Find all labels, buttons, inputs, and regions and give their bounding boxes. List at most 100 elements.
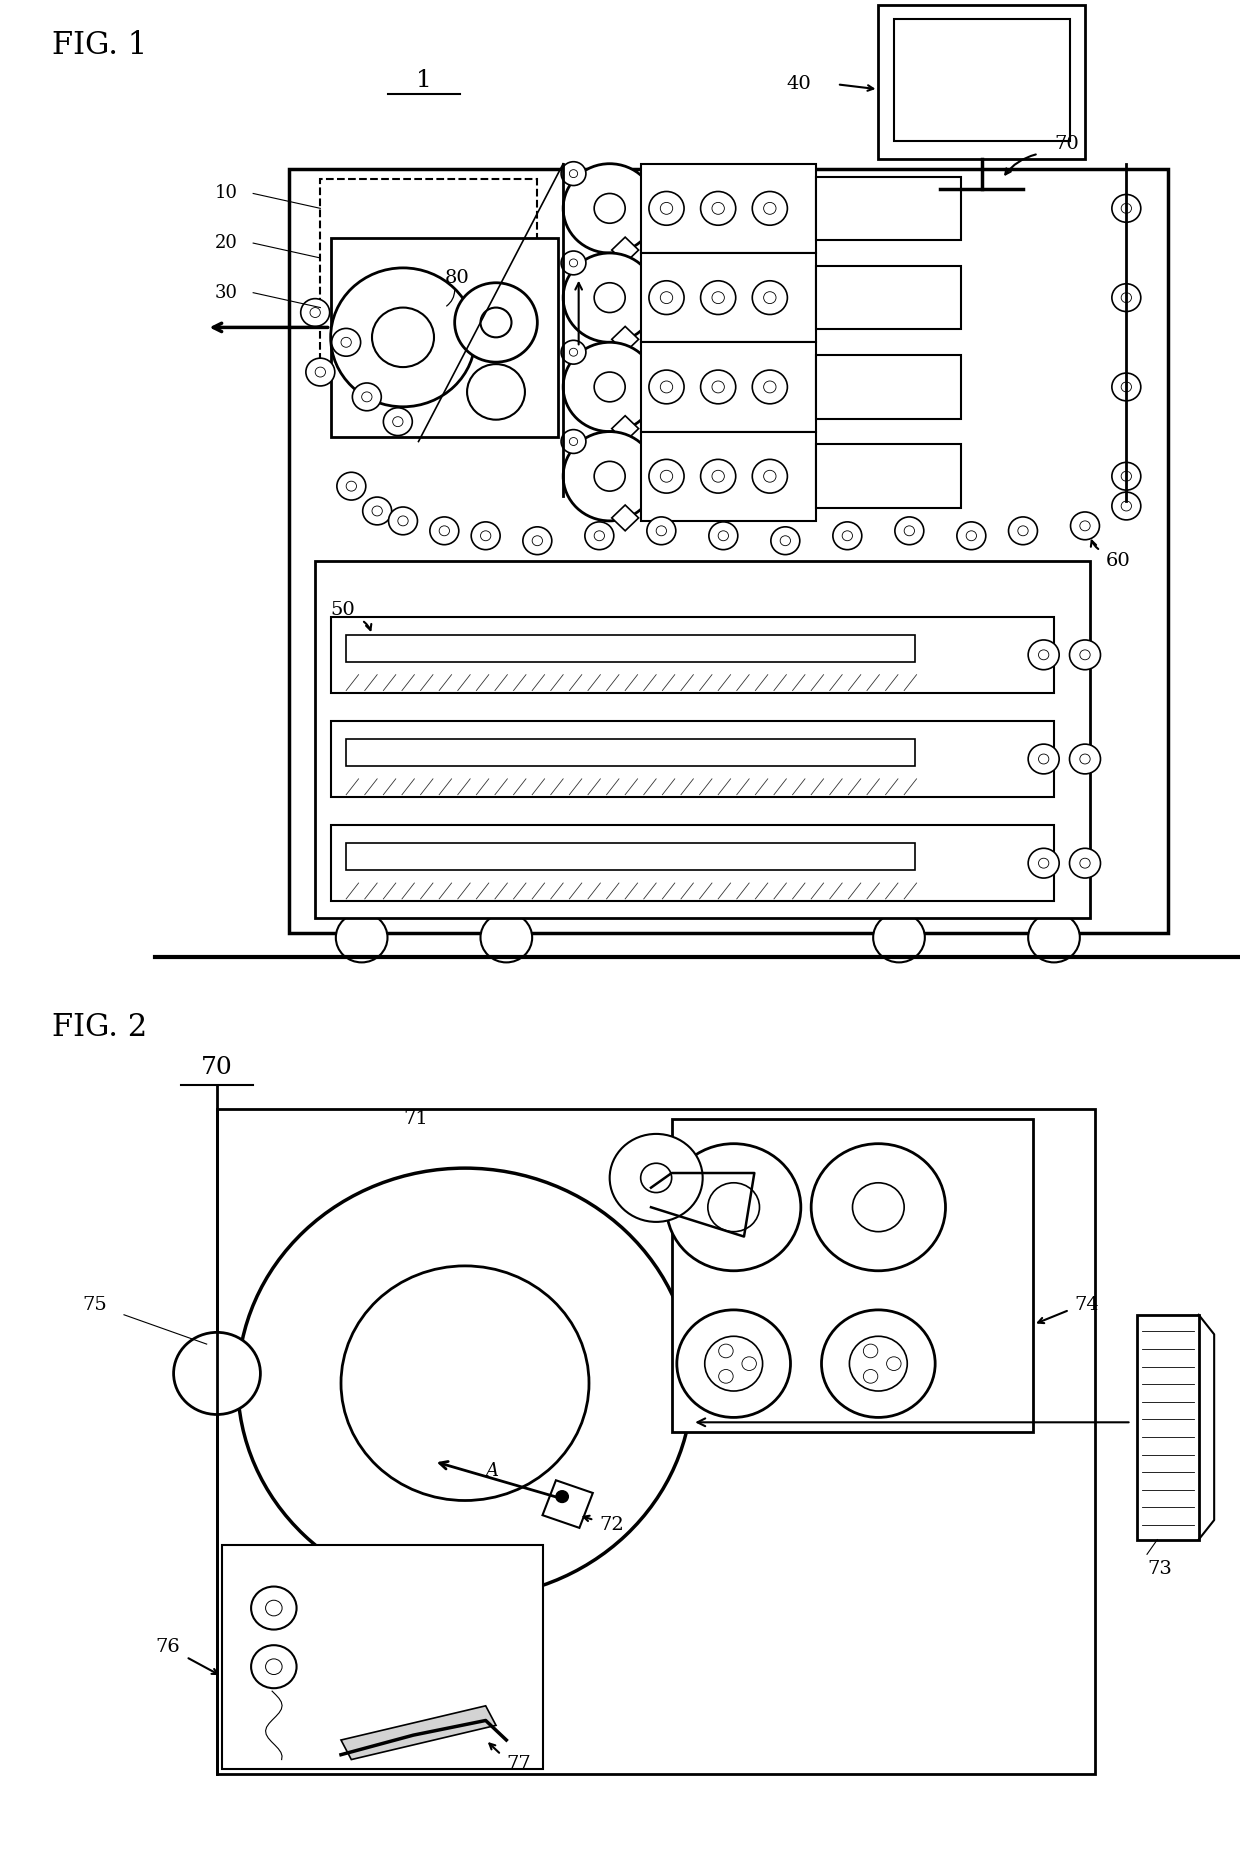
Circle shape bbox=[719, 1344, 733, 1357]
Circle shape bbox=[481, 307, 512, 337]
Text: 1: 1 bbox=[415, 69, 432, 92]
Circle shape bbox=[1121, 472, 1131, 481]
Bar bbox=[222, 1544, 543, 1769]
Text: 20: 20 bbox=[215, 234, 238, 253]
Circle shape bbox=[594, 461, 625, 490]
Bar bbox=[878, 6, 1085, 159]
Circle shape bbox=[332, 328, 361, 356]
Text: 72: 72 bbox=[599, 1516, 624, 1533]
Polygon shape bbox=[611, 505, 639, 532]
Bar bbox=[894, 19, 1069, 140]
Circle shape bbox=[1112, 492, 1141, 520]
Text: 77: 77 bbox=[506, 1756, 531, 1773]
Text: 30: 30 bbox=[215, 285, 238, 301]
Circle shape bbox=[811, 1144, 945, 1271]
Circle shape bbox=[1121, 204, 1131, 213]
Circle shape bbox=[667, 1144, 801, 1271]
Bar bbox=[331, 238, 558, 436]
Circle shape bbox=[647, 517, 676, 545]
Circle shape bbox=[560, 251, 585, 275]
Circle shape bbox=[1008, 517, 1038, 545]
Circle shape bbox=[656, 526, 667, 535]
Circle shape bbox=[265, 1601, 281, 1616]
Bar bbox=[346, 842, 915, 870]
Circle shape bbox=[563, 163, 656, 253]
Circle shape bbox=[560, 429, 585, 453]
Circle shape bbox=[337, 472, 366, 500]
Circle shape bbox=[560, 341, 585, 365]
Circle shape bbox=[753, 191, 787, 225]
Circle shape bbox=[560, 161, 585, 185]
Circle shape bbox=[481, 532, 491, 541]
Circle shape bbox=[569, 170, 578, 178]
Circle shape bbox=[842, 532, 853, 541]
Circle shape bbox=[569, 258, 578, 268]
Circle shape bbox=[372, 505, 382, 517]
Circle shape bbox=[771, 526, 800, 554]
Circle shape bbox=[709, 522, 738, 550]
Circle shape bbox=[764, 382, 776, 393]
Bar bbox=[331, 618, 1054, 693]
Bar bbox=[331, 721, 1054, 797]
Bar bbox=[1137, 1314, 1199, 1539]
Circle shape bbox=[300, 300, 330, 326]
Bar bbox=[320, 178, 537, 376]
Circle shape bbox=[1069, 848, 1101, 878]
Circle shape bbox=[712, 470, 724, 483]
Circle shape bbox=[873, 914, 925, 962]
Bar bbox=[217, 1110, 1095, 1775]
Circle shape bbox=[887, 1357, 901, 1370]
Circle shape bbox=[1121, 502, 1131, 511]
Circle shape bbox=[780, 535, 791, 547]
Circle shape bbox=[701, 281, 735, 314]
Circle shape bbox=[238, 1168, 692, 1599]
Circle shape bbox=[393, 417, 403, 427]
Circle shape bbox=[1038, 754, 1049, 764]
Circle shape bbox=[863, 1344, 878, 1357]
Circle shape bbox=[336, 914, 387, 962]
Circle shape bbox=[563, 253, 656, 343]
Circle shape bbox=[439, 526, 449, 535]
Text: 75: 75 bbox=[83, 1295, 108, 1314]
Bar bbox=[816, 356, 961, 419]
Circle shape bbox=[471, 522, 500, 550]
Circle shape bbox=[649, 191, 684, 225]
Text: 60: 60 bbox=[1106, 552, 1131, 569]
Circle shape bbox=[1038, 857, 1049, 869]
Circle shape bbox=[1038, 650, 1049, 659]
Text: 40: 40 bbox=[786, 75, 811, 94]
Circle shape bbox=[594, 373, 625, 402]
Bar bbox=[641, 253, 816, 343]
Circle shape bbox=[341, 337, 351, 348]
Circle shape bbox=[821, 1310, 935, 1417]
Circle shape bbox=[712, 202, 724, 213]
Circle shape bbox=[594, 532, 605, 541]
Circle shape bbox=[306, 358, 335, 386]
Polygon shape bbox=[611, 416, 639, 442]
Circle shape bbox=[852, 1183, 904, 1232]
Bar bbox=[641, 432, 816, 520]
Circle shape bbox=[388, 507, 418, 535]
Circle shape bbox=[660, 470, 672, 483]
Circle shape bbox=[1028, 848, 1059, 878]
Circle shape bbox=[708, 1183, 759, 1232]
Text: A: A bbox=[486, 1462, 498, 1481]
Circle shape bbox=[556, 1490, 568, 1503]
Polygon shape bbox=[611, 326, 639, 352]
Circle shape bbox=[362, 391, 372, 402]
Text: 73: 73 bbox=[1147, 1559, 1172, 1578]
Circle shape bbox=[742, 1357, 756, 1370]
Circle shape bbox=[712, 292, 724, 303]
Circle shape bbox=[1080, 520, 1090, 532]
Circle shape bbox=[649, 459, 684, 492]
Circle shape bbox=[904, 526, 915, 535]
Circle shape bbox=[250, 1645, 296, 1689]
Circle shape bbox=[372, 307, 434, 367]
Text: 50: 50 bbox=[331, 601, 356, 620]
Circle shape bbox=[1080, 650, 1090, 659]
Circle shape bbox=[352, 384, 381, 410]
Text: FIG. 2: FIG. 2 bbox=[52, 1011, 146, 1043]
Circle shape bbox=[701, 459, 735, 492]
Circle shape bbox=[585, 522, 614, 550]
Circle shape bbox=[660, 382, 672, 393]
